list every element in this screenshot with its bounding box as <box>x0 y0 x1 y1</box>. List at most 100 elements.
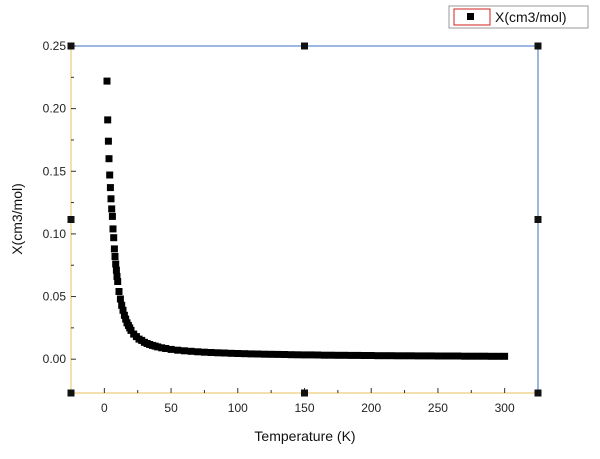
data-point <box>104 137 112 145</box>
y-axis-ticks: 0.00 0.05 0.10 0.15 0.20 0.25 <box>43 39 76 366</box>
data-point <box>341 351 348 359</box>
data-point <box>261 350 268 358</box>
data-point <box>434 352 442 360</box>
legend: X(cm3/mol) <box>448 5 589 29</box>
y-tick-label: 0.25 <box>43 39 67 53</box>
data-point <box>421 352 429 360</box>
data-point <box>187 347 195 355</box>
data-point <box>112 266 120 274</box>
data-point <box>110 234 118 242</box>
data-point <box>200 348 208 356</box>
y-tick-label: 0.10 <box>43 227 67 241</box>
x-tick-label: 200 <box>361 401 381 415</box>
data-point <box>361 352 368 359</box>
x-axis-title: Temperature (K) <box>254 428 355 444</box>
data-point <box>374 352 382 360</box>
data-point <box>162 345 170 352</box>
resize-handle[interactable] <box>67 42 75 50</box>
data-point <box>103 77 111 85</box>
data-point <box>107 195 115 203</box>
data-point <box>334 351 342 359</box>
data-point <box>106 184 114 192</box>
y-tick-label: 0.15 <box>43 164 67 178</box>
x-tick-label: 250 <box>428 401 448 415</box>
data-point <box>112 260 120 268</box>
data-point <box>122 315 130 323</box>
data-point <box>154 343 162 351</box>
data-point <box>127 326 135 334</box>
data-point <box>387 352 395 360</box>
y-tick-label: 0.20 <box>43 102 67 116</box>
data-point <box>180 347 188 355</box>
data-point <box>381 352 389 360</box>
data-point <box>116 295 124 303</box>
data-point <box>414 352 422 360</box>
data-point <box>274 350 282 358</box>
data-point <box>394 352 402 360</box>
resize-handle[interactable] <box>67 389 75 397</box>
x-tick-label: 100 <box>228 401 248 415</box>
resize-handle[interactable] <box>534 42 542 50</box>
data-point <box>118 301 126 309</box>
data-point <box>367 352 375 359</box>
data-point <box>347 351 355 359</box>
data-point <box>281 351 288 358</box>
data-point <box>307 351 315 359</box>
data-point <box>474 352 482 360</box>
data-point <box>447 352 455 360</box>
data-point <box>194 348 202 356</box>
data-point <box>104 116 112 124</box>
data-point <box>441 352 449 360</box>
selection-handles <box>67 42 542 397</box>
data-point <box>110 245 118 253</box>
resize-handle[interactable] <box>301 389 308 397</box>
data-point <box>111 253 119 260</box>
legend-frame <box>448 5 589 29</box>
data-point <box>314 351 322 359</box>
data-series <box>103 77 509 360</box>
resize-handle[interactable] <box>301 42 308 50</box>
x-tick-label: 50 <box>164 401 178 415</box>
data-point <box>487 352 495 360</box>
legend-marker <box>467 13 474 20</box>
data-point <box>109 225 117 233</box>
y-axis-title: X(cm3/mol) <box>9 183 25 255</box>
data-point <box>108 205 116 213</box>
data-point <box>106 171 114 179</box>
data-point <box>234 350 242 357</box>
x-tick-label: 300 <box>495 401 515 415</box>
y-tick-label: 0.00 <box>43 352 67 366</box>
data-point <box>427 352 435 360</box>
data-point <box>214 349 222 357</box>
data-point <box>227 349 235 357</box>
data-point <box>407 352 415 360</box>
data-point <box>254 350 262 358</box>
data-point <box>327 351 335 359</box>
x-axis-ticks: 0 50 100 150 200 250 300 <box>101 388 515 415</box>
data-point <box>119 306 127 314</box>
data-point <box>247 350 255 358</box>
resize-handle[interactable] <box>67 216 75 223</box>
legend-symbol-frame <box>453 8 491 26</box>
data-point <box>158 344 166 352</box>
resize-handle[interactable] <box>534 216 542 223</box>
data-point <box>461 352 469 360</box>
legend-label: X(cm3/mol) <box>495 9 567 25</box>
data-point <box>321 351 328 359</box>
data-point <box>115 288 123 295</box>
data-point <box>287 351 295 359</box>
x-tick-label: 0 <box>101 401 108 415</box>
data-point <box>105 155 113 163</box>
data-point <box>120 311 128 319</box>
data-point <box>494 352 502 360</box>
data-point <box>174 346 182 354</box>
data-point <box>467 352 475 360</box>
data-point <box>113 273 121 280</box>
data-point <box>207 349 215 356</box>
data-point <box>294 351 302 359</box>
data-point <box>501 352 509 360</box>
x-tick-label: 150 <box>294 401 314 415</box>
resize-handle[interactable] <box>534 389 542 397</box>
data-point <box>354 351 362 359</box>
